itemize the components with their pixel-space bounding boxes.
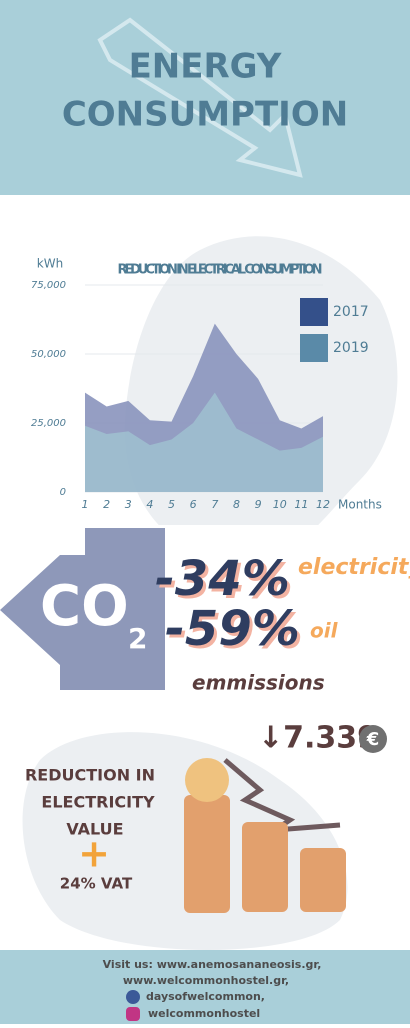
co2-label: emmissions	[192, 671, 325, 695]
footer-text: www.welcommonhostel.gr,	[123, 974, 289, 987]
coin-stack	[242, 822, 288, 912]
title: CONSUMPTION	[62, 95, 348, 135]
coins	[184, 758, 346, 913]
y-axis-label: kWh	[37, 257, 63, 271]
euro-circle	[359, 725, 387, 753]
shadow: -34%	[158, 554, 293, 610]
savings-label: VALUE	[66, 820, 123, 839]
instagram-icon	[126, 1007, 140, 1021]
footer-bg	[0, 950, 410, 1024]
euro: €	[366, 729, 380, 750]
shadow: -59%	[168, 604, 303, 660]
legend-swatch	[300, 334, 328, 362]
x-tick-label: 2	[103, 498, 110, 511]
legend-label: 2019	[333, 340, 369, 356]
y-tick-label: 50,000	[31, 349, 66, 360]
arrow-decoration	[97, 17, 303, 178]
x-tick-label: 6	[190, 498, 197, 511]
x-tick-label: 12	[316, 498, 330, 511]
x-tick-label: 3	[125, 498, 132, 511]
facebook-icon	[126, 990, 140, 1004]
title: ENERGY	[129, 47, 282, 87]
x-tick-label: 5	[168, 498, 175, 511]
coin-stack	[184, 795, 230, 913]
footer-text: daysofwelcommon,	[146, 990, 265, 1003]
legend-swatch	[300, 298, 328, 326]
x-tick-label: 4	[146, 498, 153, 511]
co2-value: -59%	[165, 601, 300, 657]
co2-subscript: 2	[128, 622, 147, 655]
legend-label: 2017	[333, 304, 369, 320]
savings-amount: ↓7.339	[258, 721, 378, 756]
y-tick-label: 0	[60, 487, 66, 498]
co2-value: -34%	[155, 551, 290, 607]
vat: 24% VAT	[60, 875, 133, 893]
co2-symbol: CO	[40, 574, 129, 639]
x-tick-label: 10	[273, 498, 287, 511]
plus: +	[78, 832, 110, 876]
x-tick-label: 8	[233, 498, 240, 511]
area	[85, 392, 323, 492]
y-tick-label: 25,000	[31, 418, 66, 429]
x-tick-label: 11	[294, 498, 308, 511]
coin-stack	[300, 848, 346, 912]
x-tick-label: 7	[211, 498, 218, 511]
header-bg	[0, 0, 410, 195]
x-tick-label: 1	[82, 498, 89, 511]
co2-label: oil	[310, 619, 339, 643]
y-tick-label: 75,000	[31, 280, 66, 291]
chart-title: REDUCTION IN ELECTRICAL CONSUMPTION	[118, 263, 323, 278]
footer-text: Visit us: www.anemosananeosis.gr,	[103, 958, 322, 971]
coin	[185, 758, 229, 802]
savings-label: REDUCTION IN	[25, 766, 155, 785]
co2-label: electricity	[298, 555, 410, 580]
x-tick-label: 9	[255, 498, 262, 511]
savings-label: ELECTRICITY	[41, 793, 155, 812]
x-axis-label: Months	[338, 498, 382, 512]
co2-arrow	[0, 528, 165, 690]
footer-text: welcommonhostel	[148, 1007, 260, 1020]
